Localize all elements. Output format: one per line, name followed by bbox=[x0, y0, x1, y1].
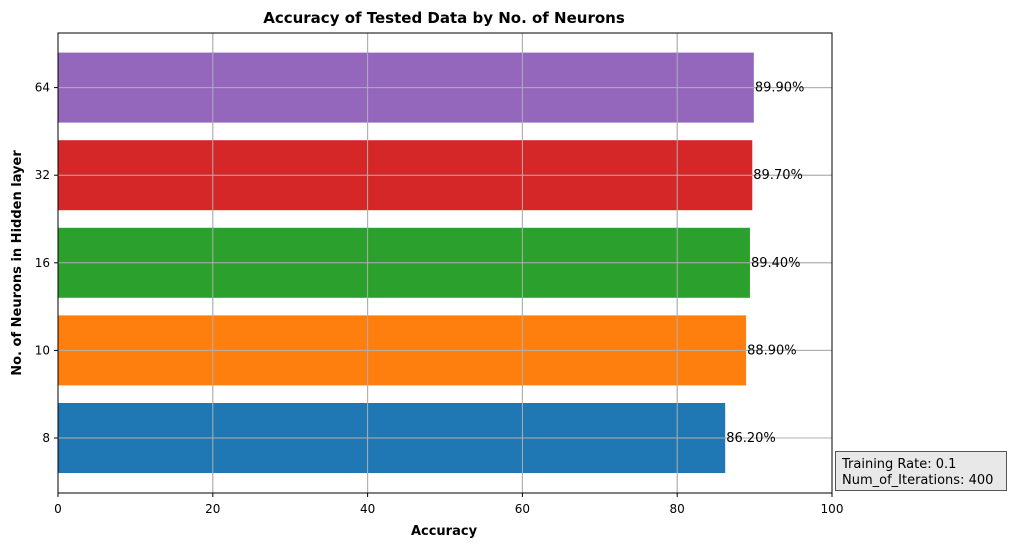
x-tick-label: 20 bbox=[205, 502, 220, 516]
axis-ticks: 0 20 40 60 80 100 8 10 16 32 64 bbox=[35, 81, 844, 516]
data-label: 89.90% bbox=[755, 81, 805, 96]
x-tick-label: 100 bbox=[821, 502, 844, 516]
x-axis-title: Accuracy bbox=[411, 524, 478, 539]
y-tick-label: 8 bbox=[42, 431, 50, 445]
data-label: 89.70% bbox=[753, 168, 803, 183]
x-tick-label: 80 bbox=[670, 502, 685, 516]
chart-title: Accuracy of Tested Data by No. of Neuron… bbox=[263, 9, 625, 27]
x-tick-label: 40 bbox=[360, 502, 375, 516]
y-tick-label: 64 bbox=[35, 81, 50, 95]
y-tick-label: 16 bbox=[35, 256, 50, 270]
y-tick-label: 32 bbox=[35, 168, 50, 182]
y-axis-title: No. of Neurons in Hidden layer bbox=[10, 150, 25, 376]
bars bbox=[57, 33, 833, 493]
y-tick-label: 10 bbox=[35, 343, 50, 357]
note-iterations: Num_of_Iterations: 400 bbox=[842, 473, 994, 488]
data-labels: 86.20% 88.90% 89.40% 89.70% 89.90% bbox=[726, 81, 804, 446]
note-training-rate: Training Rate: 0.1 bbox=[842, 457, 957, 472]
parameters-note: Training Rate: 0.1 Num_of_Iterations: 40… bbox=[835, 451, 1007, 491]
data-label: 86.20% bbox=[726, 431, 776, 446]
x-tick-label: 60 bbox=[515, 502, 530, 516]
data-label: 88.90% bbox=[747, 343, 797, 358]
data-label: 89.40% bbox=[751, 256, 801, 271]
x-tick-label: 0 bbox=[54, 502, 62, 516]
